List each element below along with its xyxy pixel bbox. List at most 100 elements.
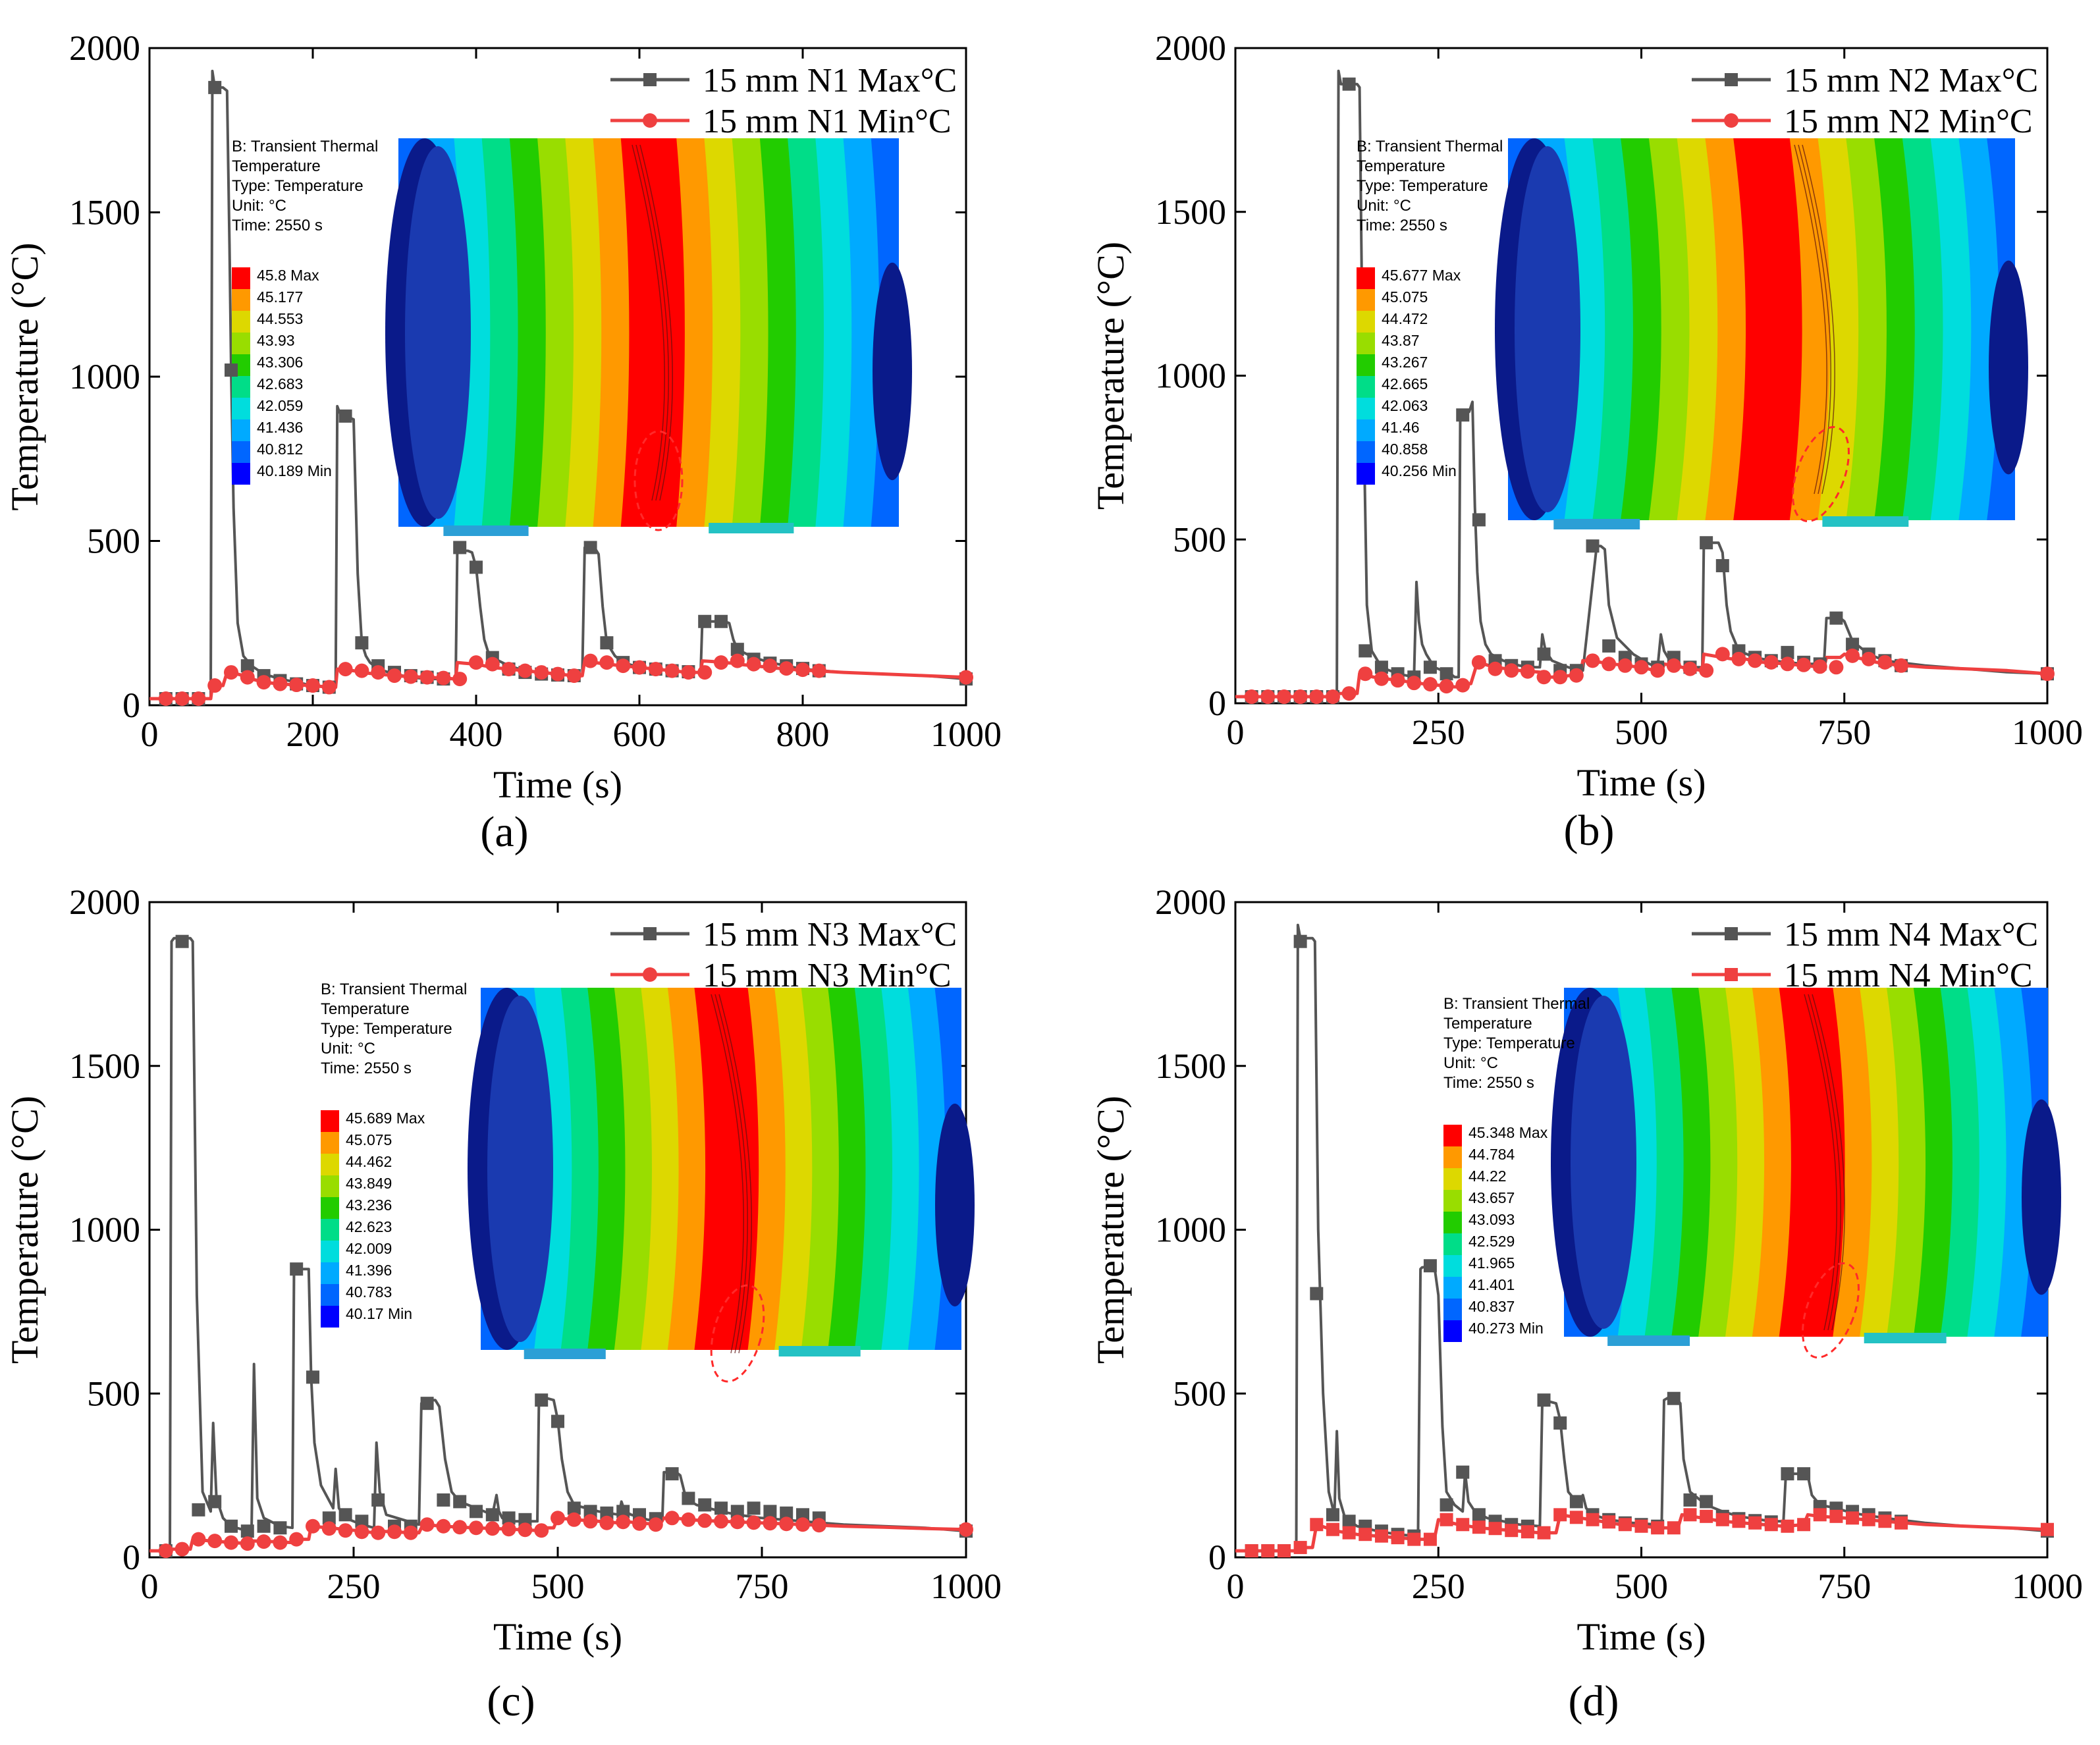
data-point (470, 560, 483, 574)
legend-value: 41.396 (346, 1262, 392, 1279)
data-point (664, 1511, 680, 1526)
cylinder-end-right (873, 262, 912, 481)
contour-band (801, 988, 840, 1350)
contour-band (1930, 138, 1972, 520)
legend-marker (643, 73, 657, 86)
legend-value: 41.46 (1382, 419, 1420, 436)
data-point (1715, 1513, 1729, 1526)
data-point (959, 670, 973, 685)
legend-swatch (321, 1175, 339, 1197)
cylinder-inner-surface (1571, 996, 1636, 1329)
legend-swatch (232, 289, 250, 311)
cylinder-inner-surface (1515, 146, 1580, 512)
data-point (1829, 611, 1843, 625)
y-tick-label: 1000 (69, 1210, 140, 1250)
legend-swatch (321, 1132, 339, 1154)
legend-marker (1725, 968, 1738, 981)
contour-band (1913, 988, 1953, 1337)
legend-value: 40.783 (346, 1283, 392, 1301)
contour-band (732, 138, 769, 527)
data-point (1456, 1465, 1470, 1479)
data-point (225, 363, 238, 377)
inset-header-line: Time: 2550 s (1443, 1074, 1534, 1092)
data-point (1342, 1526, 1356, 1540)
inset-header-line: Time: 2550 s (321, 1060, 412, 1077)
contour-band (1789, 138, 1831, 520)
data-point (763, 1505, 777, 1518)
data-point (1276, 689, 1291, 705)
contour-band (1874, 138, 1916, 520)
data-point (1845, 648, 1860, 663)
data-point (1683, 1493, 1697, 1507)
data-point (1505, 1524, 1519, 1538)
data-point (240, 1536, 255, 1551)
data-point (1763, 655, 1779, 670)
data-point (175, 691, 190, 707)
weld-seam-line (714, 994, 748, 1354)
legend-swatch (1357, 398, 1375, 419)
data-point (1877, 655, 1893, 670)
data-point (600, 1506, 614, 1520)
legend-swatch (232, 311, 250, 333)
y-tick-label: 1000 (1155, 1210, 1226, 1250)
legend-value: 43.236 (346, 1196, 392, 1214)
data-point (1700, 1509, 1713, 1523)
data-point (1748, 1516, 1762, 1530)
x-tick-label: 500 (531, 1567, 585, 1606)
data-point (1504, 663, 1519, 678)
data-point (714, 655, 728, 670)
legend-value: 43.849 (346, 1175, 392, 1192)
panel-label: (b) (1564, 807, 1615, 855)
data-point (1359, 644, 1372, 658)
legend-marker (1725, 73, 1738, 86)
contour-band (1733, 138, 1775, 520)
x-tick-label: 600 (613, 714, 666, 754)
data-point (355, 636, 369, 650)
data-point (1537, 647, 1551, 661)
legend-value: 41.436 (257, 419, 303, 436)
inset-header-line: Unit: °C (232, 197, 286, 215)
data-point (1683, 661, 1698, 676)
inset-header-line: Type: Temperature (1443, 1034, 1575, 1052)
legend-swatch (232, 419, 250, 441)
inset-header-line: Unit: °C (1443, 1054, 1498, 1072)
support-right (1864, 1333, 1947, 1343)
contour-band (815, 138, 853, 527)
data-point (1586, 1513, 1600, 1526)
legend-swatch (1357, 419, 1375, 441)
legend-swatch (321, 1306, 339, 1328)
data-point (191, 691, 206, 707)
contour-band (1779, 988, 1819, 1337)
data-point (437, 1493, 450, 1507)
data-point (501, 1522, 516, 1537)
panel-label: (c) (487, 1677, 535, 1725)
legend-value: 43.093 (1468, 1211, 1515, 1228)
legend-value: 42.009 (346, 1240, 392, 1257)
data-point (240, 659, 254, 673)
data-point (1667, 1391, 1681, 1405)
data-point (354, 663, 369, 678)
contour-band (1958, 138, 2001, 520)
data-point (583, 1514, 598, 1529)
data-point (1293, 689, 1308, 705)
legend-value: 45.677 Max (1382, 267, 1461, 284)
data-point (1894, 658, 1909, 673)
x-tick-label: 250 (327, 1567, 381, 1606)
contour-band (667, 988, 707, 1350)
legend-swatch (232, 376, 250, 398)
inset-header-line: Type: Temperature (1357, 177, 1488, 195)
legend-swatch (1357, 354, 1375, 376)
data-point (1715, 559, 1729, 573)
data-point (1520, 664, 1535, 679)
data-point (158, 1544, 173, 1559)
contour-band (1725, 988, 1765, 1337)
data-point (1488, 661, 1503, 676)
data-point (289, 1532, 304, 1547)
legend-label: 15 mm N4 Max°C (1784, 916, 2038, 953)
cylinder-bands (1508, 138, 2015, 520)
data-point (1569, 1495, 1583, 1509)
y-axis-label: Temperature (°C) (1089, 1096, 1132, 1364)
data-point (518, 663, 533, 678)
contour-band (1671, 988, 1711, 1337)
